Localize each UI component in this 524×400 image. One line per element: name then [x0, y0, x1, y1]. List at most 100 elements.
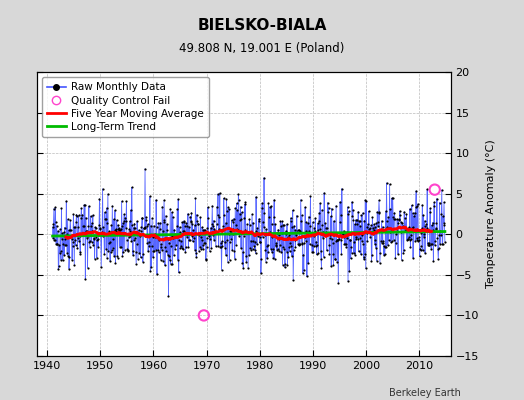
Point — [145, 239, 153, 245]
Point — [369, 231, 377, 237]
Point — [363, 224, 371, 231]
Point — [135, 227, 143, 233]
Point — [408, 202, 416, 209]
Point — [422, 221, 431, 228]
Point — [131, 234, 139, 241]
Point — [76, 249, 84, 256]
Point — [315, 210, 323, 216]
Point — [417, 243, 425, 249]
Point — [107, 222, 116, 228]
Point — [328, 205, 336, 212]
Point — [64, 252, 72, 259]
Point — [215, 226, 224, 232]
Point — [206, 230, 214, 237]
Point — [180, 219, 189, 226]
Point — [276, 218, 285, 224]
Point — [367, 222, 375, 228]
Point — [429, 227, 437, 234]
Point — [258, 200, 266, 206]
Point — [63, 250, 71, 256]
Point — [353, 216, 361, 223]
Point — [141, 224, 150, 230]
Point — [152, 224, 161, 230]
Point — [227, 217, 236, 223]
Point — [128, 248, 137, 254]
Point — [73, 245, 82, 251]
Point — [424, 240, 432, 246]
Point — [272, 246, 281, 253]
Point — [263, 243, 271, 250]
Point — [285, 244, 293, 250]
Point — [437, 210, 445, 217]
Point — [110, 216, 118, 222]
Point — [295, 226, 303, 233]
Point — [170, 252, 178, 259]
Point — [366, 234, 374, 240]
Point — [252, 250, 260, 256]
Point — [200, 227, 208, 233]
Point — [401, 227, 410, 233]
Point — [309, 219, 317, 225]
Point — [70, 262, 79, 268]
Point — [326, 232, 334, 238]
Point — [68, 243, 77, 249]
Point — [140, 225, 149, 231]
Point — [81, 201, 89, 208]
Point — [50, 205, 58, 212]
Point — [116, 227, 125, 234]
Point — [391, 240, 400, 246]
Point — [116, 243, 124, 250]
Point — [62, 231, 71, 238]
Point — [292, 236, 300, 242]
Point — [119, 218, 128, 224]
Point — [150, 231, 159, 237]
Point — [304, 260, 312, 266]
Point — [213, 204, 221, 210]
Point — [165, 293, 173, 299]
Point — [400, 208, 408, 215]
Point — [428, 240, 436, 247]
Point — [346, 255, 355, 262]
Point — [228, 247, 236, 254]
Point — [322, 225, 330, 231]
Point — [77, 251, 85, 257]
Point — [381, 208, 390, 214]
Point — [222, 196, 231, 202]
Point — [429, 258, 438, 264]
Y-axis label: Temperature Anomaly (°C): Temperature Anomaly (°C) — [486, 140, 496, 288]
Point — [207, 224, 215, 231]
Point — [427, 245, 435, 252]
Point — [304, 213, 313, 220]
Point — [395, 216, 403, 222]
Point — [120, 211, 128, 218]
Point — [109, 236, 117, 242]
Point — [117, 198, 126, 204]
Point — [246, 245, 255, 252]
Point — [103, 255, 111, 261]
Point — [420, 218, 429, 224]
Point — [303, 273, 311, 280]
Point — [133, 241, 141, 248]
Point — [415, 234, 423, 240]
Point — [187, 218, 195, 225]
Point — [198, 237, 206, 244]
Point — [254, 233, 263, 239]
Point — [138, 215, 147, 222]
Point — [380, 252, 388, 258]
Point — [334, 233, 343, 239]
Point — [92, 234, 101, 240]
Point — [297, 218, 305, 224]
Point — [260, 174, 268, 181]
Point — [221, 244, 230, 251]
Point — [139, 258, 147, 265]
Point — [192, 250, 200, 257]
Point — [219, 222, 227, 229]
Point — [300, 240, 309, 246]
Point — [281, 231, 290, 238]
Point — [241, 227, 249, 233]
Point — [382, 244, 390, 250]
Point — [365, 208, 373, 214]
Point — [84, 223, 93, 229]
Point — [315, 226, 324, 233]
Point — [440, 222, 449, 228]
